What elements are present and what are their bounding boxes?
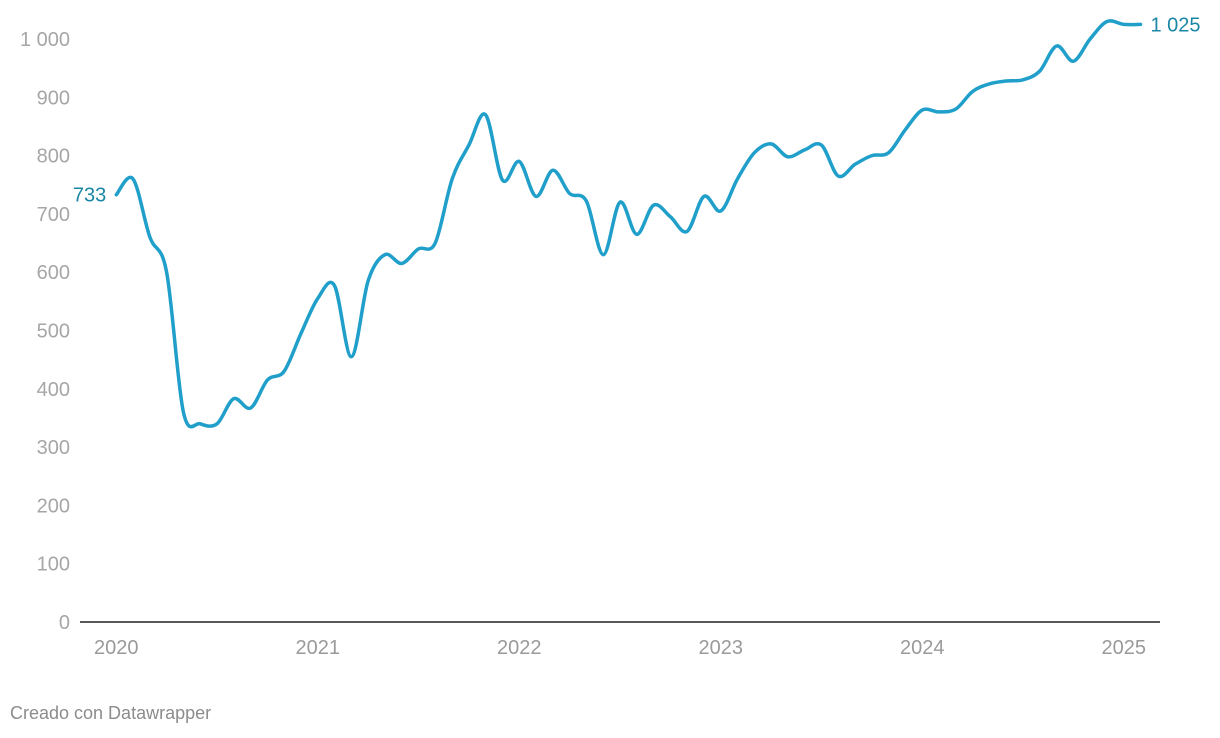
footer-credit: Creado con Datawrapper: [10, 703, 212, 723]
x-tick-label: 2024: [900, 637, 945, 659]
x-tick-label: 2020: [94, 637, 139, 659]
y-tick-label: 700: [37, 204, 70, 226]
y-tick-label: 800: [37, 146, 70, 168]
y-axis: 0 100 200 300 400 500 600 700 800 900 1 000: [20, 29, 70, 634]
x-tick-label: 2021: [296, 637, 341, 659]
y-tick-label: 0: [59, 612, 70, 634]
y-tick-label: 500: [37, 321, 70, 343]
y-tick-label: 400: [37, 379, 70, 401]
x-tick-label: 2022: [497, 637, 542, 659]
x-tick-label: 2025: [1101, 637, 1146, 659]
y-tick-label: 100: [37, 554, 70, 576]
y-tick-label: 200: [37, 495, 70, 517]
y-tick-label: 1 000: [20, 29, 70, 51]
series-line: [114, 19, 1143, 429]
end-value-label: 1 025: [1150, 14, 1200, 36]
x-tick-label: 2023: [698, 637, 743, 659]
x-axis: 2020 2021 2022 2023 2024 2025: [94, 637, 1146, 659]
y-tick-label: 300: [37, 437, 70, 459]
start-value-label: 733: [73, 185, 106, 207]
y-tick-label: 600: [37, 262, 70, 284]
y-tick-label: 900: [37, 87, 70, 109]
